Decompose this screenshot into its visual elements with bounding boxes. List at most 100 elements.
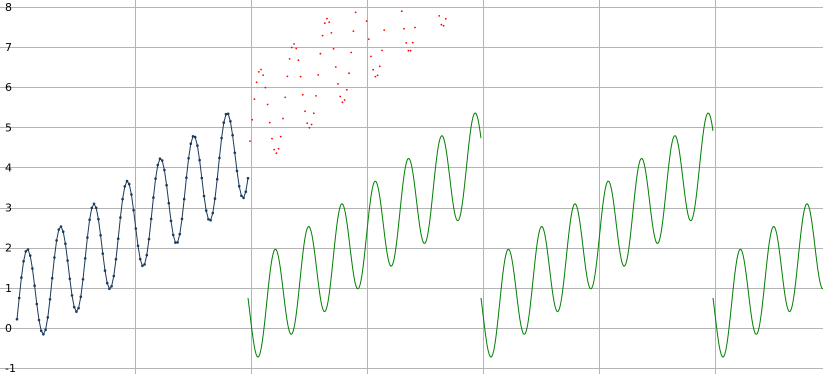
dot-point	[341, 101, 344, 104]
data-point	[121, 197, 124, 201]
data-point	[90, 206, 94, 210]
dot-point	[249, 140, 251, 143]
dot-point	[334, 66, 337, 68]
data-point	[200, 176, 204, 180]
data-point	[152, 196, 155, 199]
dot-point	[293, 43, 295, 45]
dot-point	[268, 121, 271, 124]
dot-point	[260, 68, 262, 71]
data-point	[119, 216, 122, 219]
data-point	[46, 316, 50, 319]
data-point	[68, 277, 72, 281]
data-point	[171, 233, 175, 237]
data-point	[77, 306, 80, 310]
data-point	[28, 254, 32, 257]
y-tick-label: 0	[5, 322, 12, 335]
series-segment	[480, 112, 714, 358]
y-tick-label: 4	[5, 161, 12, 174]
data-point	[185, 176, 188, 179]
dot-point	[370, 55, 372, 58]
data-point	[24, 250, 28, 253]
data-point	[127, 182, 131, 186]
data-point	[156, 163, 160, 167]
data-point	[70, 294, 74, 297]
dot-point	[405, 42, 408, 44]
data-point	[44, 328, 47, 332]
data-point	[149, 217, 153, 221]
data-point	[141, 264, 144, 268]
data-point	[136, 244, 140, 248]
dot-point	[310, 123, 313, 126]
y-tick-label: 6	[5, 81, 12, 94]
dot-point	[403, 27, 405, 30]
data-point	[123, 185, 127, 188]
data-point	[35, 302, 39, 306]
data-point	[242, 196, 245, 200]
dot-point	[442, 24, 445, 27]
dot-point	[297, 59, 300, 62]
data-point	[94, 206, 98, 210]
y-tick-label: 7	[5, 41, 12, 54]
data-point	[209, 218, 212, 222]
dot-point	[266, 103, 269, 106]
data-point	[79, 295, 83, 299]
data-point	[202, 194, 206, 198]
y-tick-labels: -1 0 1 2 3 4 5 6 7 8	[5, 1, 16, 374]
data-point	[114, 257, 118, 261]
data-point	[33, 284, 36, 288]
data-point	[189, 142, 193, 145]
data-point	[182, 197, 186, 201]
data-point	[198, 158, 201, 162]
data-point	[244, 190, 248, 193]
data-point	[39, 329, 43, 333]
dot-point	[312, 112, 315, 115]
data-point	[22, 259, 25, 263]
data-point	[50, 276, 54, 280]
data-point	[15, 317, 19, 321]
dot-point	[301, 93, 304, 96]
data-point	[165, 183, 168, 187]
data-point	[92, 202, 96, 206]
dot-point	[257, 71, 260, 73]
dot-point	[354, 11, 357, 14]
data-point	[101, 252, 105, 255]
data-point	[213, 197, 217, 200]
data-point	[204, 209, 208, 212]
dot-point	[376, 74, 379, 77]
data-point	[240, 194, 243, 198]
dot-point	[367, 38, 370, 40]
dot-point	[315, 95, 317, 97]
data-point	[158, 157, 162, 160]
dot-point	[299, 75, 302, 78]
dot-point	[365, 20, 368, 22]
data-point	[180, 217, 184, 221]
dot-point	[251, 118, 254, 121]
data-point	[105, 281, 109, 285]
data-point	[138, 257, 142, 261]
data-point	[169, 219, 173, 223]
dot-point	[264, 86, 267, 89]
dot-point	[409, 49, 412, 52]
data-point	[229, 120, 232, 123]
dot-point	[440, 23, 443, 26]
dot-point	[321, 34, 324, 37]
dot-point	[308, 126, 311, 129]
dot-point	[288, 58, 291, 60]
series-segment	[712, 203, 823, 358]
data-point	[147, 237, 151, 241]
dot-point	[381, 49, 383, 52]
dot-point	[319, 52, 322, 55]
dot-point	[326, 17, 328, 20]
dot-point	[279, 135, 282, 138]
dot-point	[262, 74, 265, 76]
series-dotted	[249, 10, 447, 155]
dot-point	[290, 46, 293, 49]
data-point	[222, 121, 226, 124]
data-point	[99, 234, 102, 237]
data-point	[42, 333, 45, 336]
data-point	[66, 259, 69, 262]
data-point	[176, 241, 179, 244]
data-point	[193, 135, 197, 139]
data-point	[191, 135, 195, 138]
